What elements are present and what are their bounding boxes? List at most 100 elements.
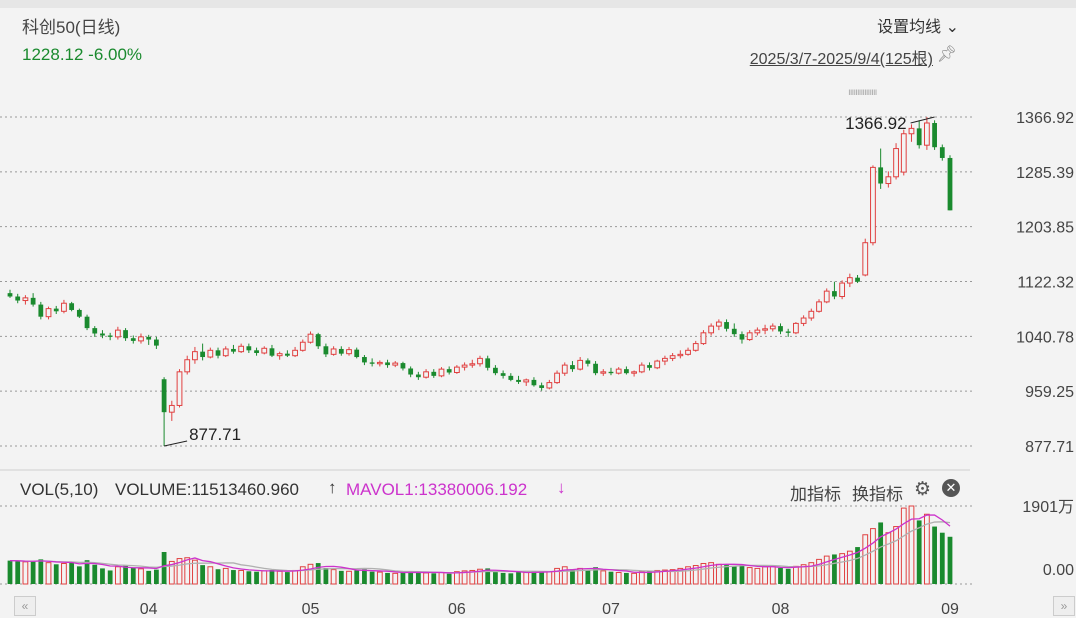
candle-body: [346, 349, 352, 355]
volume-bar: [246, 571, 252, 584]
gear-icon[interactable]: ⚙: [914, 479, 932, 500]
time-tick-label: 07: [602, 601, 620, 618]
candle-body: [130, 338, 136, 341]
volume-bar: [38, 559, 44, 584]
chart-title: 科创50(日线): [22, 18, 121, 37]
candle-body: [246, 346, 252, 351]
ma-setting-button[interactable]: 设置均线 ⌄: [877, 13, 959, 37]
volume-value: VOLUME:11513460.960: [115, 480, 299, 499]
price-tick-label: 1203.85: [1016, 220, 1074, 237]
candle-body: [84, 316, 90, 329]
pin-icon[interactable]: 📌︎: [936, 46, 957, 63]
volume-bar: [832, 554, 837, 584]
candle-body: [600, 371, 607, 374]
candle-body: [669, 355, 676, 359]
add-indicator-button[interactable]: 加指标: [790, 485, 841, 504]
candle-body: [746, 332, 753, 341]
volume-bar: [469, 569, 476, 585]
candle-body: [638, 364, 645, 373]
candle-body: [168, 404, 175, 413]
candle-body: [176, 371, 183, 406]
swap-indicator-button[interactable]: 换指标: [852, 485, 903, 504]
volume-bar: [423, 572, 429, 585]
vol-label: VOL(5,10): [20, 480, 99, 499]
volume-bar: [415, 572, 421, 584]
scroll-left-button[interactable]: «: [14, 596, 36, 616]
candle-body: [654, 360, 661, 369]
candle-body: [493, 367, 498, 374]
candle-body: [816, 301, 822, 312]
candle-body: [292, 349, 298, 357]
volume-bar: [769, 565, 776, 585]
volume-bar: [222, 567, 229, 585]
volume-bar: [385, 572, 390, 584]
volume-bar: [662, 569, 668, 585]
candle-body: [276, 353, 283, 357]
event-markers[interactable]: ıııııııııııııııı: [848, 87, 877, 98]
volume-bar: [69, 562, 75, 584]
candle-body: [885, 176, 892, 185]
volume-bar: [61, 562, 67, 585]
scroll-right-button[interactable]: »: [1053, 596, 1075, 616]
volume-bar: [793, 565, 799, 585]
candle-body: [754, 329, 761, 334]
volume-bar: [631, 572, 637, 585]
volume-bar: [746, 567, 753, 585]
candle-body: [69, 303, 75, 310]
volume-bar: [900, 507, 907, 585]
volume-bar: [299, 566, 306, 585]
volume-bar: [146, 570, 152, 584]
volume-bar: [739, 564, 745, 584]
volume-bar: [92, 564, 98, 584]
candle-body: [123, 330, 128, 339]
volume-bar: [438, 572, 445, 585]
volume-bar: [284, 572, 290, 584]
volume-bar: [862, 534, 869, 585]
volume-bar: [154, 569, 159, 584]
volume-bar: [923, 513, 930, 585]
ma-setting-label: 设置均线: [877, 19, 942, 36]
volume-bar: [908, 505, 915, 585]
annotation-label: 877.71: [189, 425, 241, 444]
volume-bar: [669, 569, 676, 585]
date-range-link[interactable]: 2025/3/7-2025/9/4(125根): [749, 51, 933, 68]
volume-bar: [508, 573, 514, 584]
volume-bar: [916, 520, 922, 584]
volume-bar: [762, 566, 768, 585]
volume-bar: [677, 567, 684, 585]
volume-bar: [932, 526, 937, 584]
close-icon[interactable]: ✕: [942, 479, 960, 497]
candle-body: [624, 369, 629, 374]
candle-body: [593, 363, 598, 374]
candle-body: [477, 357, 483, 365]
candle-body: [577, 359, 584, 370]
volume-bar: [939, 532, 945, 584]
volume-bar: [84, 560, 90, 584]
volume-bar: [531, 571, 537, 584]
volume-bar: [731, 565, 737, 584]
candle-body: [284, 353, 290, 356]
arrow-down-icon: ↓: [557, 478, 566, 497]
volume-panel-header: VOL(5,10) VOLUME:11513460.960 ↑ MAVOL1:1…: [0, 470, 1076, 508]
candle-body: [431, 371, 437, 376]
price-axis: 1366.92 1285.39 1203.85 1122.32 1040.78 959.2…: [1016, 110, 1074, 456]
volume-bar: [608, 571, 614, 584]
candle-body: [30, 297, 36, 305]
candle-body: [793, 322, 799, 334]
volume-bar: [692, 565, 699, 585]
candle-body: [261, 347, 268, 354]
candle-body: [778, 326, 783, 332]
price-grid: [0, 116, 972, 447]
candle-body: [238, 345, 245, 353]
candle-body: [724, 322, 729, 329]
candle-body: [415, 374, 421, 378]
candle-body: [762, 328, 768, 331]
volume-bar: [408, 571, 414, 584]
time-tick-label: 04: [140, 601, 158, 618]
candle-body: [731, 328, 737, 335]
candle-body: [107, 335, 113, 337]
price-tick-label: 1040.78: [1016, 329, 1074, 346]
candle-body: [392, 362, 399, 366]
volume-bar: [207, 566, 214, 585]
